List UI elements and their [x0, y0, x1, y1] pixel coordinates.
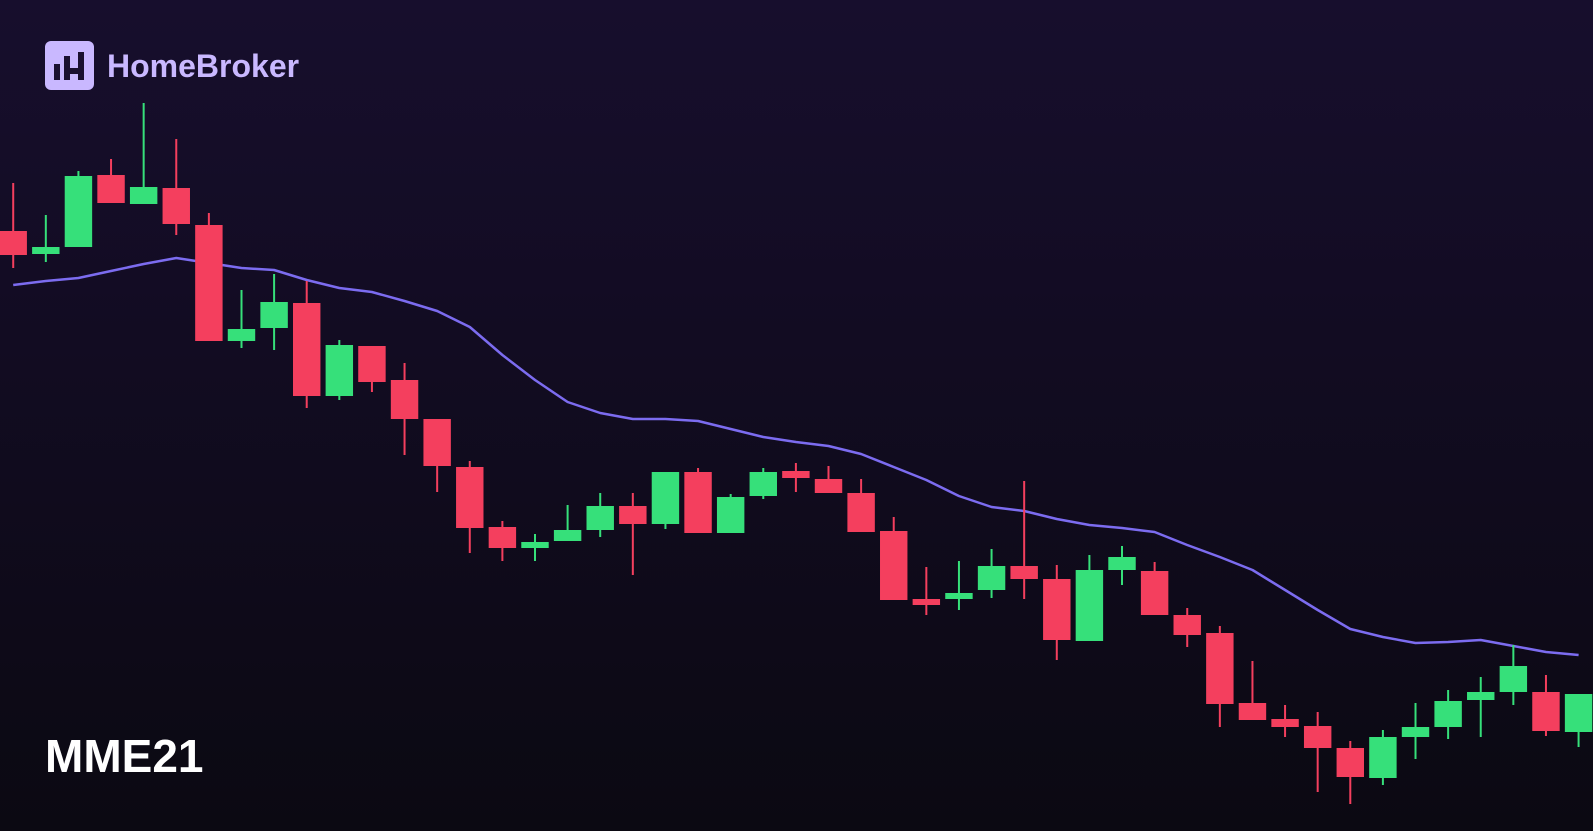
candle-body — [1434, 701, 1462, 727]
candle-body — [1401, 727, 1430, 737]
candle-body — [0, 231, 27, 255]
candle-body — [325, 345, 354, 396]
moving-average — [13, 256, 1579, 657]
candle-body — [1010, 566, 1038, 579]
candle-body — [586, 506, 614, 530]
candle-body — [1043, 579, 1071, 640]
candle-body — [488, 527, 517, 548]
candle-body — [912, 599, 941, 605]
candle-body — [390, 380, 419, 419]
candle-body — [553, 530, 582, 541]
candle-body — [977, 566, 1006, 590]
candle-body — [1499, 666, 1528, 692]
candle-body — [1564, 694, 1593, 732]
candle-body — [945, 593, 973, 599]
candle-body — [651, 472, 680, 524]
brand: HomeBroker — [107, 48, 299, 84]
candle-body — [782, 471, 810, 478]
plot — [0, 103, 1593, 804]
candle-body — [32, 247, 60, 254]
candle-body — [619, 506, 647, 524]
candle-body — [521, 542, 549, 548]
candle-body — [195, 225, 223, 341]
candle-body — [129, 187, 158, 204]
candle-body — [1206, 633, 1234, 704]
candle-body — [1303, 726, 1332, 748]
candle-body — [1140, 571, 1169, 615]
logo-bar — [64, 56, 70, 80]
candle-body — [423, 419, 451, 466]
candle-body — [847, 493, 875, 532]
candle-body — [64, 176, 93, 247]
candle-body — [880, 531, 908, 600]
candle-body — [716, 497, 745, 533]
logo-bar — [78, 52, 84, 80]
chart-title: MME21 — [45, 730, 203, 782]
candle-body — [814, 479, 843, 493]
candle-body — [227, 329, 256, 341]
candle-body — [358, 346, 386, 382]
candle-body — [1467, 692, 1495, 700]
candle-body — [1336, 748, 1365, 777]
candle-body — [1532, 692, 1560, 731]
logo-bar — [70, 68, 78, 74]
candle-body — [1108, 557, 1136, 570]
candle-body — [292, 303, 321, 396]
candle-body — [1173, 615, 1201, 635]
candle-body — [1238, 703, 1267, 720]
candle-body — [97, 175, 125, 203]
candle-body — [1075, 570, 1104, 641]
logo — [45, 41, 94, 90]
logo-bar — [54, 64, 60, 80]
candle-body — [1271, 719, 1299, 727]
candle-body — [260, 302, 288, 328]
candle-body — [749, 472, 777, 496]
candle-body — [456, 467, 484, 528]
candle-body — [684, 472, 712, 533]
candle-body — [162, 188, 190, 224]
candle-body — [1369, 737, 1397, 778]
